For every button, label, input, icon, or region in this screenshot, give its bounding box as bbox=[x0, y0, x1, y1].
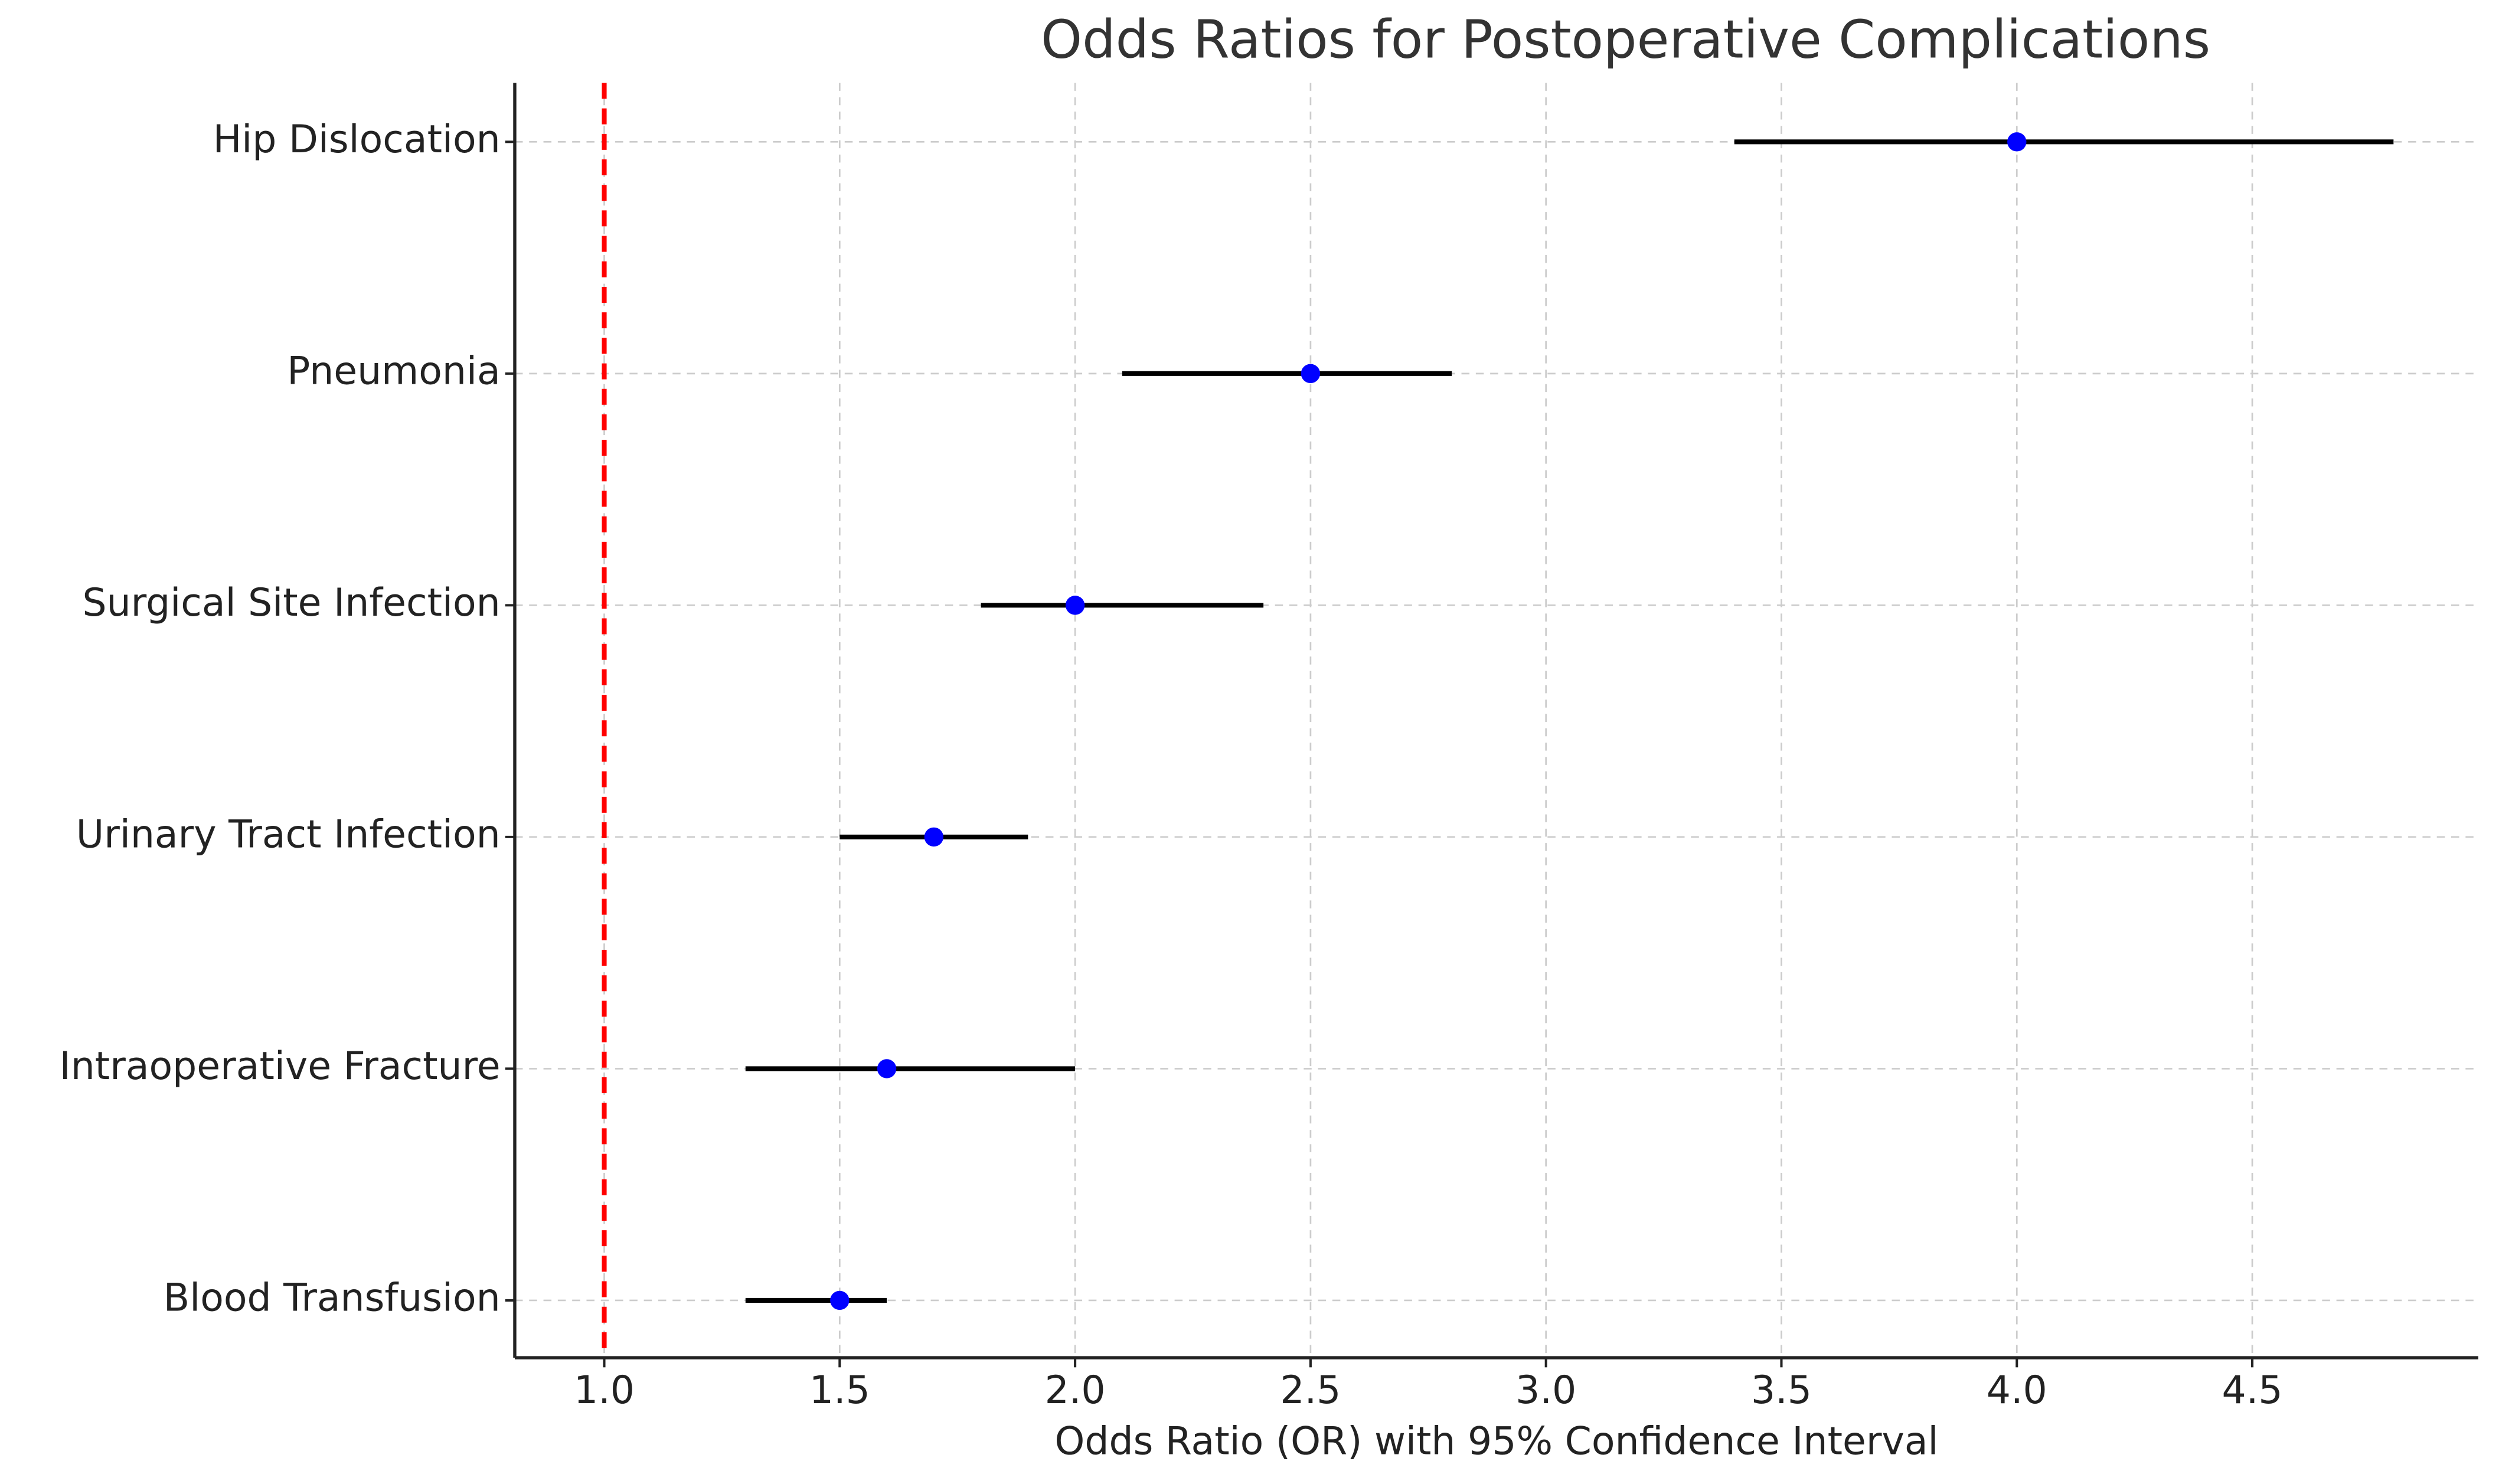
y-tick-label: Urinary Tract Infection bbox=[76, 812, 501, 857]
y-tick-label: Blood Transfusion bbox=[164, 1276, 501, 1320]
point bbox=[877, 1059, 897, 1078]
y-tick-label: Surgical Site Infection bbox=[82, 581, 500, 625]
x-tick-label: 1.0 bbox=[574, 1368, 635, 1413]
x-tick-label: 2.0 bbox=[1045, 1368, 1106, 1413]
point bbox=[1301, 364, 1321, 384]
x-tick-label: 2.5 bbox=[1280, 1368, 1341, 1413]
y-tick-label: Hip Dislocation bbox=[213, 117, 501, 162]
point bbox=[830, 1290, 850, 1310]
y-tick-label: Intraoperative Fracture bbox=[60, 1044, 501, 1089]
x-tick-label: 3.0 bbox=[1515, 1368, 1576, 1413]
chart-title: Odds Ratios for Postoperative Complicati… bbox=[1041, 9, 2210, 70]
x-axis-label: Odds Ratio (OR) with 95% Confidence Inte… bbox=[1054, 1419, 1938, 1463]
x-tick-label: 3.5 bbox=[1751, 1368, 1812, 1413]
x-tick-label: 1.5 bbox=[809, 1368, 870, 1413]
x-tick-label: 4.5 bbox=[2222, 1368, 2283, 1413]
point bbox=[2007, 132, 2027, 152]
point bbox=[1065, 596, 1085, 615]
x-tick-label: 4.0 bbox=[1987, 1368, 2047, 1413]
y-tick-label: Pneumonia bbox=[287, 349, 500, 393]
point bbox=[924, 827, 944, 847]
